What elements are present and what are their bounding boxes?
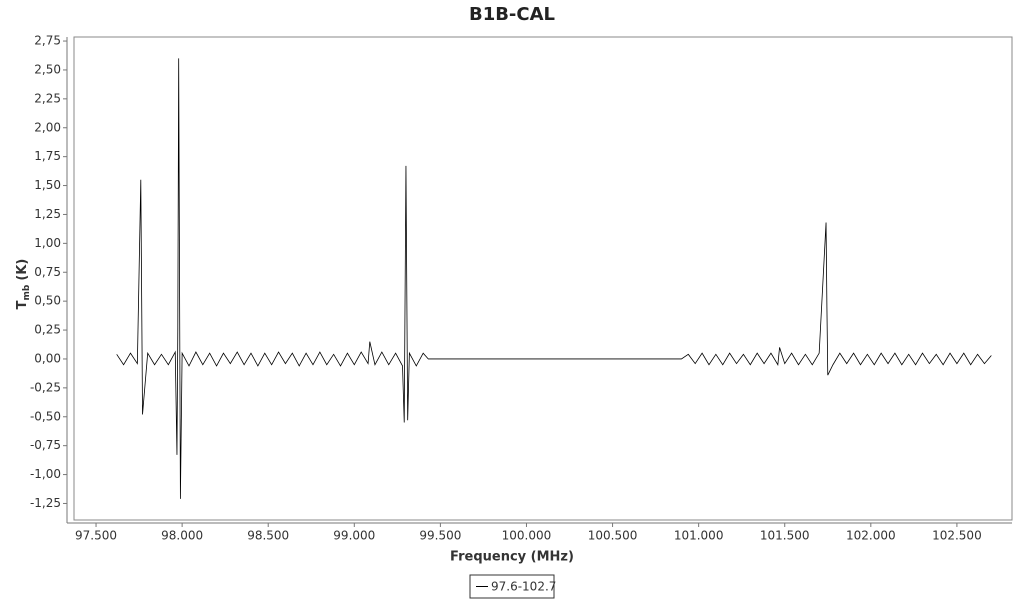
y-tick-label: 2,75 bbox=[34, 34, 61, 48]
plot-border bbox=[73, 36, 1013, 521]
spectrum-line bbox=[116, 58, 992, 499]
y-tick-label: 0,75 bbox=[34, 265, 61, 279]
y-tick-label: -0,50 bbox=[30, 409, 61, 423]
x-tick-label: 102.000 bbox=[846, 529, 896, 543]
y-tick-label: -1,25 bbox=[30, 496, 61, 510]
legend: 97.6-102.7 bbox=[469, 574, 556, 599]
x-tick-label: 100.000 bbox=[502, 529, 552, 543]
y-tick-label: 0,25 bbox=[34, 323, 61, 337]
y-label-main: T bbox=[15, 300, 30, 309]
y-tick-label: -0,75 bbox=[30, 438, 61, 452]
x-tick-label: 99.500 bbox=[419, 529, 461, 543]
y-tick-label: -0,25 bbox=[30, 380, 61, 394]
y-tick-label: 1,75 bbox=[34, 149, 61, 163]
y-tick-label: 2,00 bbox=[34, 120, 61, 134]
x-tick-label: 98.000 bbox=[161, 529, 203, 543]
y-tick-label: 0,50 bbox=[34, 294, 61, 308]
y-tick-label: 0,00 bbox=[34, 351, 61, 365]
legend-box bbox=[469, 574, 555, 599]
y-tick-label: 2,50 bbox=[34, 62, 61, 76]
x-tick-label: 99.000 bbox=[333, 529, 375, 543]
y-tick-label: 1,50 bbox=[34, 178, 61, 192]
y-tick-label: 1,25 bbox=[34, 207, 61, 221]
x-tick-label: 100.500 bbox=[588, 529, 638, 543]
x-tick-label: 98.500 bbox=[247, 529, 289, 543]
y-tick-label: 1,00 bbox=[34, 236, 61, 250]
legend-label: 97.6-102.7 bbox=[491, 580, 556, 594]
chart-title: B1B-CAL bbox=[469, 4, 555, 25]
x-axis-title: Frequency (MHz) bbox=[450, 550, 574, 565]
x-tick-label: 101.000 bbox=[674, 529, 724, 543]
x-tick-label: 102.500 bbox=[932, 529, 982, 543]
y-label-unit: (K) bbox=[15, 259, 30, 281]
y-tick-label: 2,25 bbox=[34, 91, 61, 105]
y-tick-label: -1,00 bbox=[30, 467, 61, 481]
x-tick-label: 101.500 bbox=[760, 529, 810, 543]
y-axis-title: Tmb (K) bbox=[15, 259, 32, 310]
x-tick-label: 97.500 bbox=[75, 529, 117, 543]
y-label-sub: mb bbox=[22, 284, 32, 300]
